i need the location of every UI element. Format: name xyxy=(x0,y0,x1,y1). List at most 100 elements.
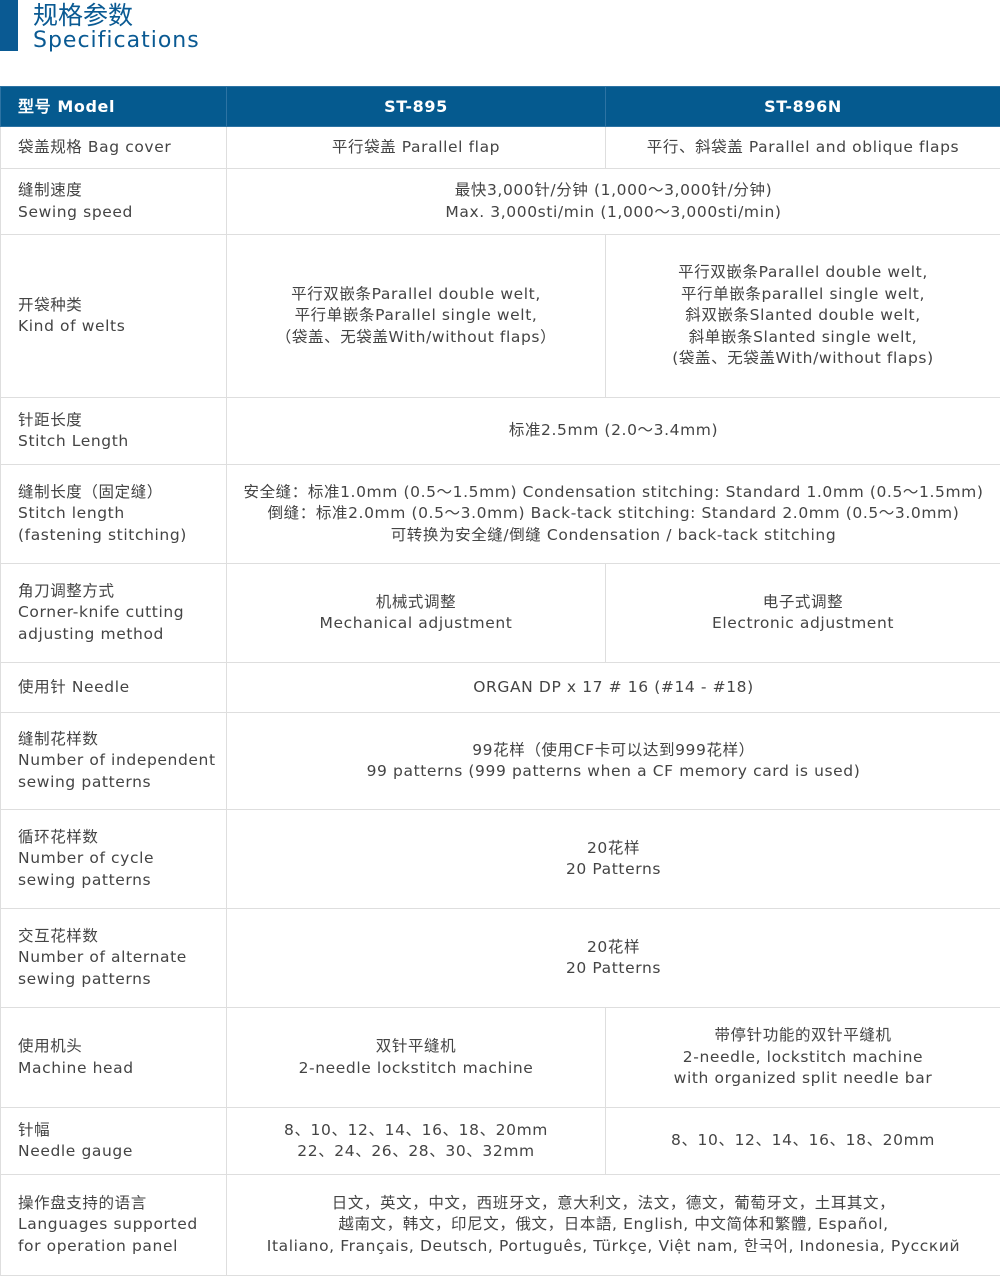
cell-line: 20 Patterns xyxy=(227,958,1000,980)
cell-line: Mechanical adjustment xyxy=(227,613,605,635)
cell-line: 平行袋盖 Parallel flap xyxy=(227,137,605,159)
cell-line: 最快3,000针/分钟 (1,000～3,000针/分钟) xyxy=(227,180,1000,202)
table-row: 缝制长度（固定缝）Stitch length(fastening stitchi… xyxy=(1,465,1000,564)
cell-line: 倒缝：标准2.0mm (0.5～3.0mm) Back-tack stitchi… xyxy=(227,503,1000,525)
cell-line: 日文，英文，中文，西班牙文，意大利文，法文，德文，葡萄牙文，土耳其文， xyxy=(227,1193,1000,1215)
cell-line: 20花样 xyxy=(227,838,1000,860)
value-st-895: 平行袋盖 Parallel flap xyxy=(227,127,606,169)
cell-line: 使用针 Needle xyxy=(18,677,226,699)
row-label: 使用针 Needle xyxy=(1,663,227,713)
cell-line: 开袋种类 xyxy=(18,295,226,317)
cell-line: 平行双嵌条Parallel double welt, xyxy=(227,284,605,306)
value-st-896n: 8、10、12、14、16、18、20mm xyxy=(606,1108,1000,1175)
cell-line: 99花样（使用CF卡可以达到999花样） xyxy=(227,740,1000,762)
header-row: 型号 Model ST-895 ST-896N xyxy=(1,87,1000,127)
cell-line: 22、24、26、28、30、32mm xyxy=(227,1141,605,1163)
cell-line: 斜双嵌条Slanted double welt, xyxy=(606,305,1000,327)
cell-line: 针距长度 xyxy=(18,410,226,432)
cell-line: 安全缝：标准1.0mm (0.5～1.5mm) Condensation sti… xyxy=(227,482,1000,504)
cell-line: 8、10、12、14、16、18、20mm xyxy=(606,1130,1000,1152)
cell-line: 缝制花样数 xyxy=(18,729,226,751)
cell-line: with organized split needle bar xyxy=(606,1068,1000,1090)
cell-line: 平行单嵌条parallel single welt, xyxy=(606,284,1000,306)
cell-line: 越南文，韩文，印尼文，俄文，日本語, English, 中文简体和繁體, Esp… xyxy=(227,1214,1000,1236)
cell-line: 操作盘支持的语言 xyxy=(18,1193,226,1215)
cell-line: Stitch Length xyxy=(18,431,226,453)
cell-line: 双针平缝机 xyxy=(227,1036,605,1058)
cell-line: Number of cycle xyxy=(18,848,226,870)
value-st-895: 平行双嵌条Parallel double welt,平行单嵌条Parallel … xyxy=(227,235,606,398)
title-accent-bar xyxy=(0,0,18,51)
cell-line: 标准2.5mm (2.0～3.4mm) xyxy=(227,420,1000,442)
value-both-models: ORGAN DP x 17 # 16 (#14 - #18) xyxy=(227,663,1000,713)
cell-line: sewing patterns xyxy=(18,870,226,892)
cell-line: 角刀调整方式 xyxy=(18,581,226,603)
value-both-models: 最快3,000针/分钟 (1,000～3,000针/分钟)Max. 3,000s… xyxy=(227,169,1000,235)
value-both-models: 标准2.5mm (2.0～3.4mm) xyxy=(227,398,1000,465)
cell-line: Number of independent xyxy=(18,750,226,772)
cell-line: 平行、斜袋盖 Parallel and oblique flaps xyxy=(606,137,1000,159)
value-st-896n: 平行、斜袋盖 Parallel and oblique flaps xyxy=(606,127,1000,169)
cell-line: 使用机头 xyxy=(18,1036,226,1058)
cell-line: 循环花样数 xyxy=(18,827,226,849)
cell-line: 交互花样数 xyxy=(18,926,226,948)
value-both-models: 安全缝：标准1.0mm (0.5～1.5mm) Condensation sti… xyxy=(227,465,1000,564)
section-title: 规格参数 Specifications xyxy=(0,0,1000,86)
cell-line: Number of alternate xyxy=(18,947,226,969)
cell-line: for operation panel xyxy=(18,1236,226,1258)
cell-line: 20花样 xyxy=(227,937,1000,959)
value-both-models: 99花样（使用CF卡可以达到999花样）99 patterns (999 pat… xyxy=(227,713,1000,810)
cell-line: 电子式调整 xyxy=(606,592,1000,614)
cell-line: 2-needle lockstitch machine xyxy=(227,1058,605,1080)
cell-line: (袋盖、无袋盖With/without flaps) xyxy=(606,348,1000,370)
cell-line: sewing patterns xyxy=(18,772,226,794)
cell-line: Needle gauge xyxy=(18,1141,226,1163)
cell-line: 斜单嵌条Slanted single welt, xyxy=(606,327,1000,349)
cell-line: adjusting method xyxy=(18,624,226,646)
value-st-896n: 平行双嵌条Parallel double welt,平行单嵌条parallel … xyxy=(606,235,1000,398)
header-model-label: 型号 Model xyxy=(1,87,227,127)
cell-line: Electronic adjustment xyxy=(606,613,1000,635)
cell-line: Stitch length xyxy=(18,503,226,525)
cell-line: 20 Patterns xyxy=(227,859,1000,881)
header-model-st-895: ST-895 xyxy=(227,87,606,127)
cell-line: ORGAN DP x 17 # 16 (#14 - #18) xyxy=(227,677,1000,699)
cell-line: 2-needle, lockstitch machine xyxy=(606,1047,1000,1069)
cell-line: 缝制速度 xyxy=(18,180,226,202)
cell-line: 平行单嵌条Parallel single welt, xyxy=(227,305,605,327)
cell-line: 可转换为安全缝/倒缝 Condensation / back-tack stit… xyxy=(227,525,1000,547)
row-label: 缝制长度（固定缝）Stitch length(fastening stitchi… xyxy=(1,465,227,564)
cell-line: Corner-knife cutting xyxy=(18,602,226,624)
row-label: 袋盖规格 Bag cover xyxy=(1,127,227,169)
cell-line: 平行双嵌条Parallel double welt, xyxy=(606,262,1000,284)
cell-line: sewing patterns xyxy=(18,969,226,991)
cell-line: 带停针功能的双针平缝机 xyxy=(606,1025,1000,1047)
